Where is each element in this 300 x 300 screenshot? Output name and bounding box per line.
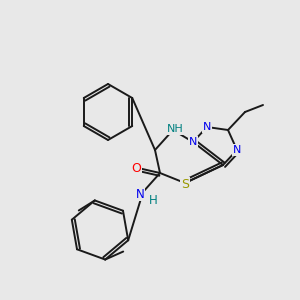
Text: S: S: [181, 178, 189, 190]
Text: NH: NH: [167, 124, 183, 134]
Text: O: O: [131, 161, 141, 175]
Text: N: N: [189, 137, 197, 147]
Text: N: N: [233, 145, 241, 155]
Text: N: N: [136, 188, 144, 200]
Text: N: N: [203, 122, 211, 132]
Text: H: H: [148, 194, 158, 206]
